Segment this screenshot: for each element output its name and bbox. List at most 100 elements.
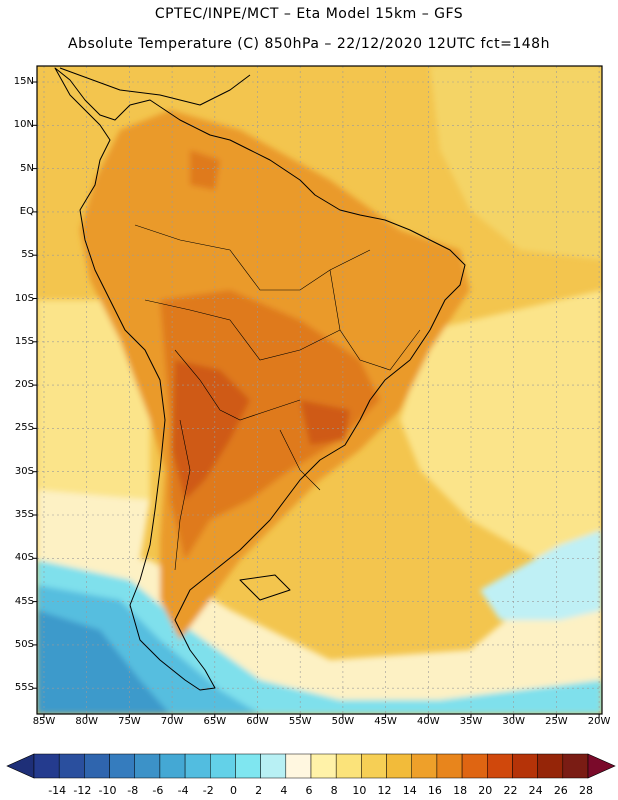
lon-label: 20W — [587, 716, 611, 727]
border-uruguay — [279, 429, 321, 491]
colorbar-cell — [235, 753, 261, 779]
lon-label: 60W — [246, 716, 269, 727]
colorbar-label: 24 — [528, 784, 543, 797]
lon-label: 35W — [459, 716, 483, 727]
temperature-field — [37, 66, 602, 714]
lon-label: 45W — [374, 716, 397, 727]
colorbar-label: 4 — [280, 784, 288, 797]
map-subtitle: Absolute Temperature (C) 850hPa – 22/12/… — [68, 36, 550, 52]
ocean-cool-west — [37, 300, 150, 500]
pale-band-west — [37, 490, 150, 560]
lat-label: 5S — [21, 249, 34, 261]
colorbar-cell — [33, 753, 60, 779]
colorbar-cell — [109, 753, 135, 779]
falkland-islands — [239, 574, 291, 601]
colorbar-label: 0 — [229, 784, 237, 797]
country-borders — [134, 224, 421, 571]
colorbar-label: -2 — [202, 784, 214, 797]
lat-label: 10N — [13, 119, 34, 131]
lon-label: 70W — [160, 716, 184, 727]
colorbar-label: -12 — [73, 784, 92, 797]
border-brazil-states — [329, 269, 421, 371]
colorbar-cell — [260, 753, 287, 779]
colorbar-cell — [58, 753, 85, 779]
colorbar-cell — [335, 753, 362, 779]
colorbar — [6, 753, 616, 779]
colorbar-label: 16 — [427, 784, 442, 797]
lon-label: 50W — [331, 716, 355, 727]
lat-label: 50S — [14, 638, 34, 650]
colorbar-cell — [134, 753, 161, 779]
colorbar-label: 18 — [453, 784, 468, 797]
colorbar-label: -8 — [127, 784, 139, 797]
cyan-light-southeast — [480, 530, 602, 620]
colorbar-label: 26 — [553, 784, 568, 797]
border-central — [144, 299, 341, 361]
lon-label: 75W — [118, 716, 141, 727]
colorbar-label: -4 — [177, 784, 189, 797]
colorbar-label: 10 — [352, 784, 367, 797]
lon-label: 80W — [75, 716, 98, 727]
colorbar-cell — [512, 753, 538, 779]
land-hot-zone-north — [190, 150, 220, 190]
lon-label: 25W — [545, 716, 568, 727]
lat-label: 10S — [14, 292, 34, 304]
colorbar-cell — [84, 753, 110, 779]
colorbar-cell — [361, 753, 387, 779]
lon-label: 40W — [416, 716, 440, 727]
lat-label: 20S — [14, 379, 34, 391]
colorbar-cell — [210, 753, 236, 779]
map-frame — [36, 65, 603, 715]
map-title: CPTEC/INPE/MCT – Eta Model 15km – GFS — [154, 6, 464, 22]
lat-label: 15N — [13, 76, 34, 87]
colorbar-label: -14 — [48, 784, 67, 797]
lat-label: 30S — [14, 465, 34, 477]
lat-label: 45S — [14, 595, 34, 607]
lat-label: 40S — [14, 552, 34, 564]
colorbar-cell — [537, 753, 564, 779]
lat-label: 25S — [14, 422, 34, 434]
lat-label: EQ — [19, 205, 34, 217]
colorbar-label: 20 — [478, 784, 493, 797]
lon-label: 55W — [288, 716, 312, 727]
caribbean-coast — [59, 67, 251, 106]
lon-label: 65W — [203, 716, 227, 727]
lat-label: 55S — [14, 682, 34, 694]
colorbar-over-arrow — [587, 753, 616, 779]
colorbar-cell — [436, 753, 463, 779]
ocean-warm-ne — [430, 66, 602, 260]
colorbar-label: 12 — [377, 784, 392, 797]
lon-label: 85W — [32, 716, 56, 727]
colorbar-cell — [285, 753, 312, 779]
dark-blue-zone-southwest — [37, 610, 170, 714]
lat-label: 35S — [14, 509, 34, 520]
grid-lines — [37, 66, 602, 714]
lon-label: 30W — [502, 716, 525, 727]
coastlines — [54, 67, 466, 691]
colorbar-cell — [159, 753, 186, 779]
colorbar-cell — [310, 753, 337, 779]
colorbar-cell — [487, 753, 513, 779]
border-south-central — [174, 349, 301, 421]
border-andes — [174, 419, 191, 571]
colorbar-label: 8 — [330, 784, 338, 797]
colorbar-cell — [184, 753, 211, 779]
colorbar-label: 22 — [503, 784, 518, 797]
colorbar-label: -6 — [152, 784, 164, 797]
colorbar-under-arrow — [6, 753, 35, 779]
colorbar-label: 2 — [255, 784, 263, 797]
colorbar-cell — [411, 753, 438, 779]
ocean-cool-east — [400, 290, 602, 560]
axis-ticks — [33, 81, 600, 718]
colorbar-label: 28 — [579, 784, 593, 797]
lat-label: 15S — [14, 335, 34, 347]
colorbar-cell — [461, 753, 488, 779]
colorbar-cell — [562, 753, 589, 779]
colorbar-cell — [386, 753, 412, 779]
colorbar-label: -10 — [98, 784, 117, 797]
colorbar-label: 14 — [402, 784, 417, 797]
colorbar-label: 6 — [305, 784, 313, 797]
lat-label: 5N — [20, 162, 34, 174]
land-hotter-zone — [172, 360, 250, 500]
